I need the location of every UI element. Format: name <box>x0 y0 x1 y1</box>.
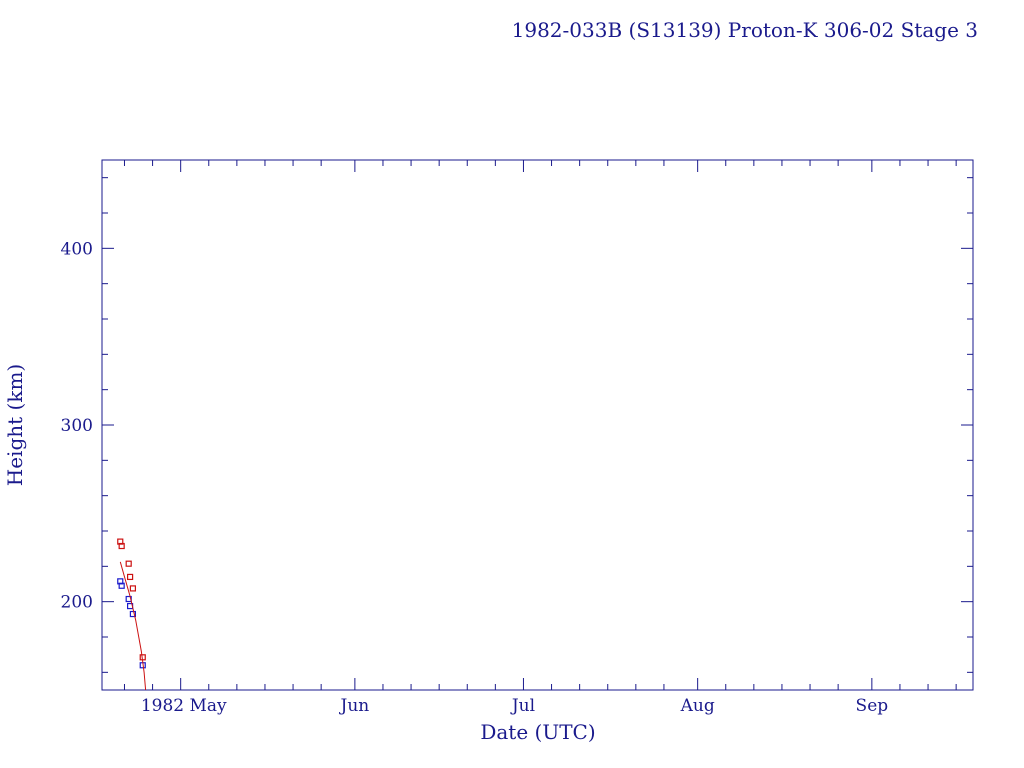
apogee-point <box>129 585 137 592</box>
y-tick-label: 400 <box>61 239 93 259</box>
x-tick-label: Sep <box>856 696 889 716</box>
y-axis-label: Height (km) <box>3 364 27 486</box>
perigee-point <box>118 582 125 589</box>
x-tick-label: 1982 May <box>141 696 227 716</box>
apogee-point <box>118 542 125 550</box>
plot-frame <box>101 159 974 691</box>
apogee-point <box>125 560 132 567</box>
x-tick-label: Aug <box>680 696 715 716</box>
perigee-point <box>129 610 137 618</box>
chart-title: 1982-033B (S13139) Proton-K 306-02 Stage… <box>512 18 978 42</box>
y-axis-ticks: 200 300 400 <box>61 177 973 673</box>
x-axis-ticks: 1982 May Jun Jul Aug Sep <box>123 160 957 716</box>
y-tick-label: 200 <box>61 593 93 613</box>
apogee-point <box>126 573 134 581</box>
x-axis-label: Date (UTC) <box>480 720 595 744</box>
axes-frame <box>101 159 974 691</box>
x-tick-label: Jun <box>339 696 370 716</box>
x-tick-label: Jul <box>510 696 535 716</box>
y-tick-label: 300 <box>61 416 93 436</box>
fit-line <box>119 561 147 691</box>
plot-data <box>117 538 147 691</box>
